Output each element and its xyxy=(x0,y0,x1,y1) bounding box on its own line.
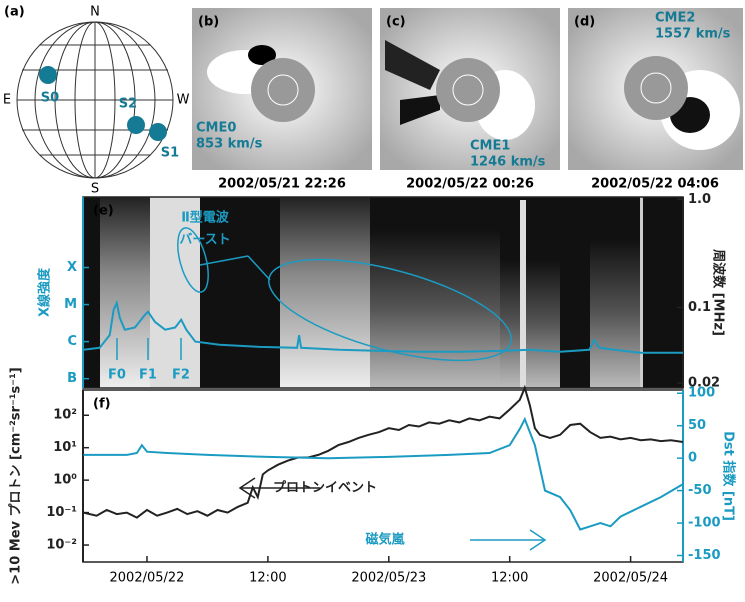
source-dot xyxy=(39,66,57,84)
panel-label: (e) xyxy=(93,204,114,219)
y2-tick-label: -100 xyxy=(688,516,721,531)
compass: E xyxy=(3,93,11,108)
image-time: 2002/05/21 22:26 xyxy=(218,177,346,192)
y-tick-label: 10¹ xyxy=(53,440,77,455)
series-line xyxy=(83,299,683,354)
y2-tick-label: 0.1 xyxy=(688,300,711,315)
panel-label: (b) xyxy=(198,15,219,30)
image-b xyxy=(192,8,372,170)
image-time: 2002/05/22 04:06 xyxy=(591,177,719,192)
cme-name: CME1 xyxy=(470,139,510,154)
x-tick-label: 2002/05/22 xyxy=(110,571,185,586)
image-time: 2002/05/22 00:26 xyxy=(406,177,534,192)
y2-tick-label: 1.0 xyxy=(688,192,711,207)
annotation: F1 xyxy=(139,368,157,383)
annotation: プロトンイベント xyxy=(273,481,377,496)
source-dot xyxy=(127,116,145,134)
y2-tick-label: -150 xyxy=(688,548,721,563)
x-tick-label: 12:00 xyxy=(249,571,286,586)
source-label: S0 xyxy=(41,91,59,106)
cme-speed: 1246 km/s xyxy=(470,155,546,170)
y2-axis-label: 周波数 [MHz] xyxy=(711,249,727,336)
panel-label: (d) xyxy=(574,15,595,30)
y-tick-label: B xyxy=(67,371,77,386)
y-axis-label: >10 Mev プロトン [cm⁻²sr⁻¹s⁻¹] xyxy=(9,367,24,584)
panel-label: (f) xyxy=(93,397,111,412)
y-tick-label: C xyxy=(67,334,77,349)
compass: W xyxy=(177,93,190,108)
cme-name: CME0 xyxy=(196,121,236,136)
series-line xyxy=(83,416,684,531)
annotation: F2 xyxy=(172,368,190,383)
annotation: F0 xyxy=(108,368,126,383)
image-d xyxy=(568,8,743,170)
source-dot xyxy=(149,123,167,141)
x-tick-label: 2002/05/24 xyxy=(593,571,668,586)
y2-axis-label: Dst 指数 [nT] xyxy=(721,431,737,521)
cme-speed: 853 km/s xyxy=(196,137,263,152)
annotation: 磁気嵐 xyxy=(365,532,405,548)
x-tick-label: 2002/05/23 xyxy=(351,571,426,586)
compass: S xyxy=(91,182,99,197)
y-tick-label: 10⁻² xyxy=(46,538,77,553)
source-label: S2 xyxy=(119,97,137,112)
y-axis-label: X線強度 xyxy=(37,267,53,317)
y-tick-label: 10² xyxy=(53,408,77,423)
annotation: バースト xyxy=(179,233,230,248)
globe xyxy=(16,21,174,179)
x-tick-label: 12:00 xyxy=(491,571,528,586)
y-tick-label: 10⁰ xyxy=(53,473,77,488)
y2-tick-label: 0.02 xyxy=(688,376,720,391)
series-line xyxy=(83,384,684,519)
annotation: Ⅱ型電波 xyxy=(181,210,230,226)
y2-tick-label: 50 xyxy=(688,418,706,433)
cme-speed: 1557 km/s xyxy=(655,27,731,42)
y2-tick-label: 100 xyxy=(688,386,715,401)
spectrogram xyxy=(83,197,683,388)
cme-name: CME2 xyxy=(655,11,695,26)
panel-label: (a) xyxy=(4,5,25,20)
image-c xyxy=(380,8,560,170)
y-tick-label: X xyxy=(67,260,77,275)
panel-label: (c) xyxy=(386,15,406,30)
y-tick-label: 10⁻¹ xyxy=(46,505,77,520)
source-label: S1 xyxy=(161,146,179,161)
y2-tick-label: 0 xyxy=(688,451,697,466)
compass: N xyxy=(90,5,100,20)
y-tick-label: M xyxy=(64,297,77,312)
annotation-shapes xyxy=(116,227,547,551)
y2-tick-label: -50 xyxy=(688,483,712,498)
